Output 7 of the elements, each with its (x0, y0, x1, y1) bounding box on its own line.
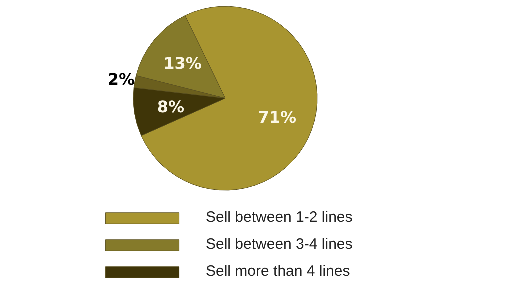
data-label: 71% (258, 108, 297, 127)
data-label: 8% (157, 97, 185, 116)
legend-label: Sell between 3-4 lines (206, 236, 353, 253)
data-label: 13% (164, 54, 202, 74)
data-label: 2% (108, 70, 136, 89)
legend-label: Sell between 1-2 lines (206, 209, 353, 226)
legend-label: Sell more than 4 lines (206, 263, 350, 280)
